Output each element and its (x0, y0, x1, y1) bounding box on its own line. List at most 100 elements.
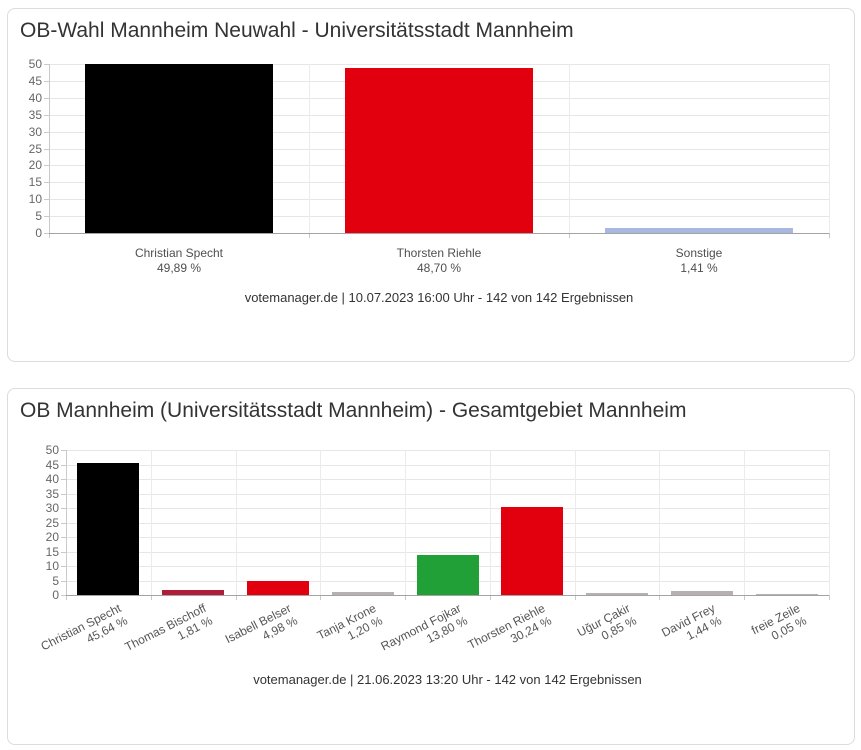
gridline-vertical (829, 450, 830, 595)
y-axis-tick (44, 148, 49, 150)
category-label-thorsten-riehle: Thorsten Riehle 48,70 % (309, 246, 569, 276)
bar-ugur-cakir[interactable] (586, 593, 649, 595)
gridline-vertical (150, 450, 152, 595)
y-axis-tick (44, 233, 49, 234)
gridline-horizontal (66, 493, 829, 495)
y-axis-tick (44, 182, 49, 184)
category-label-christian-specht: Christian Specht 49,89 % (49, 246, 309, 276)
bar-chart-neuwahl: 0 5 10 15 20 25 30 35 40 45 50 Christian Specht 49,8… (8, 9, 854, 361)
y-axis-tick-label: 35 (45, 486, 59, 501)
gridline-vertical (309, 64, 310, 233)
y-axis-tick-label: 35 (28, 107, 42, 122)
gridline-horizontal (66, 508, 829, 509)
y-axis-tick (61, 537, 66, 538)
y-axis-tick-label: 5 (35, 209, 42, 224)
y-axis-tick-label: 30 (45, 501, 59, 515)
bar-tanja-krone[interactable] (331, 592, 394, 595)
gridline-horizontal (66, 551, 829, 553)
y-axis-tick (44, 216, 49, 218)
x-axis-tick (235, 595, 237, 600)
y-axis-tick (61, 450, 66, 451)
x-axis-line (49, 233, 829, 234)
gridline-vertical (744, 450, 746, 595)
gridline-vertical (489, 450, 491, 595)
y-axis-tick-label: 10 (28, 192, 42, 207)
gridline-horizontal (66, 464, 829, 466)
x-axis-tick (320, 595, 322, 600)
bar-thorsten-riehle[interactable] (345, 68, 533, 233)
bar-isabell-belser[interactable] (246, 581, 309, 595)
bar-david-frey[interactable] (670, 591, 733, 595)
x-axis-tick (49, 233, 50, 238)
x-axis-tick (829, 595, 830, 600)
gridline-horizontal (66, 537, 829, 538)
y-axis-tick (44, 114, 49, 116)
gridline-vertical (574, 450, 576, 595)
category-name: Sonstige (675, 246, 723, 260)
y-axis-tick-label: 25 (45, 515, 59, 530)
y-axis-tick (61, 464, 66, 466)
chart-source-caption-neuwahl: votemanager.de | 10.07.2023 16:00 Uhr - … (244, 290, 634, 305)
category-percentage: 48,70 % (416, 261, 462, 275)
y-axis-tick (61, 595, 66, 596)
bar-raymond-fojkar[interactable] (416, 555, 479, 595)
results-card-gesamtgebiet: OB Mannheim (Universitätsstadt Mannheim)… (7, 388, 855, 745)
y-axis-tick-label: 20 (28, 158, 42, 173)
gridline-vertical (829, 64, 830, 233)
bar-freie-zeile[interactable] (755, 594, 818, 595)
y-axis-tick-label: 10 (45, 559, 59, 573)
x-axis-tick (569, 233, 570, 238)
y-axis-tick (61, 508, 66, 509)
y-axis-tick (61, 551, 66, 553)
y-axis-tick (61, 493, 66, 495)
gridline-vertical (659, 450, 661, 595)
y-axis-tick-label: 20 (45, 530, 59, 544)
bar-thorsten-riehle[interactable] (501, 507, 564, 595)
y-axis-tick-label: 30 (28, 124, 42, 139)
y-axis-line (49, 64, 50, 233)
category-percentage: 1,41 % (680, 261, 718, 275)
y-axis-tick-label: 40 (45, 472, 59, 486)
y-axis-tick-label: 45 (28, 73, 42, 88)
category-name: Thorsten Riehle (396, 246, 482, 260)
y-axis-tick-label: 0 (52, 588, 59, 602)
gridline-horizontal (49, 64, 829, 65)
bar-christian-specht[interactable] (77, 463, 140, 595)
y-axis-tick-label: 5 (52, 573, 59, 588)
gridline-horizontal (66, 522, 829, 524)
x-axis-tick (405, 595, 407, 600)
gridline-vertical (405, 450, 407, 595)
chart-title-gesamtgebiet: OB Mannheim (Universitätsstadt Mannheim)… (20, 399, 687, 422)
y-axis-tick (61, 580, 66, 582)
y-axis-tick (61, 566, 66, 567)
x-axis-tick (66, 595, 67, 600)
x-axis-tick (574, 595, 576, 600)
gridline-horizontal (66, 450, 829, 451)
y-axis-tick (61, 522, 66, 524)
x-axis-tick (744, 595, 746, 600)
bar-sonstige[interactable] (605, 228, 793, 233)
x-axis-tick (489, 595, 491, 600)
bar-christian-specht[interactable] (85, 64, 273, 233)
bar-chart-gesamtgebiet: 0 5 10 15 20 25 30 35 40 45 50 Christian Specht 45,6… (8, 389, 854, 744)
y-axis-tick (44, 131, 49, 133)
y-axis-tick-label: 25 (28, 141, 42, 156)
category-label-sonstige: Sonstige 1,41 % (569, 246, 829, 276)
y-axis-tick-label: 15 (28, 175, 42, 190)
y-axis-tick (44, 80, 49, 82)
gridline-vertical (235, 450, 237, 595)
bar-thomas-bischoff[interactable] (162, 590, 225, 595)
y-axis-tick-label: 50 (28, 57, 42, 71)
y-axis-tick-label: 0 (35, 226, 42, 240)
x-axis-tick (309, 233, 310, 238)
y-axis-tick (44, 165, 49, 167)
category-percentage: 49,89 % (156, 261, 202, 275)
y-axis-tick (44, 97, 49, 99)
results-card-neuwahl: OB-Wahl Mannheim Neuwahl - Universitätss… (7, 8, 855, 362)
y-axis-tick-label: 50 (45, 443, 59, 457)
x-axis-tick (150, 595, 152, 600)
category-name: Christian Specht (134, 246, 224, 260)
x-axis-tick (829, 233, 830, 238)
gridline-vertical (320, 450, 322, 595)
y-axis-tick (44, 64, 49, 65)
